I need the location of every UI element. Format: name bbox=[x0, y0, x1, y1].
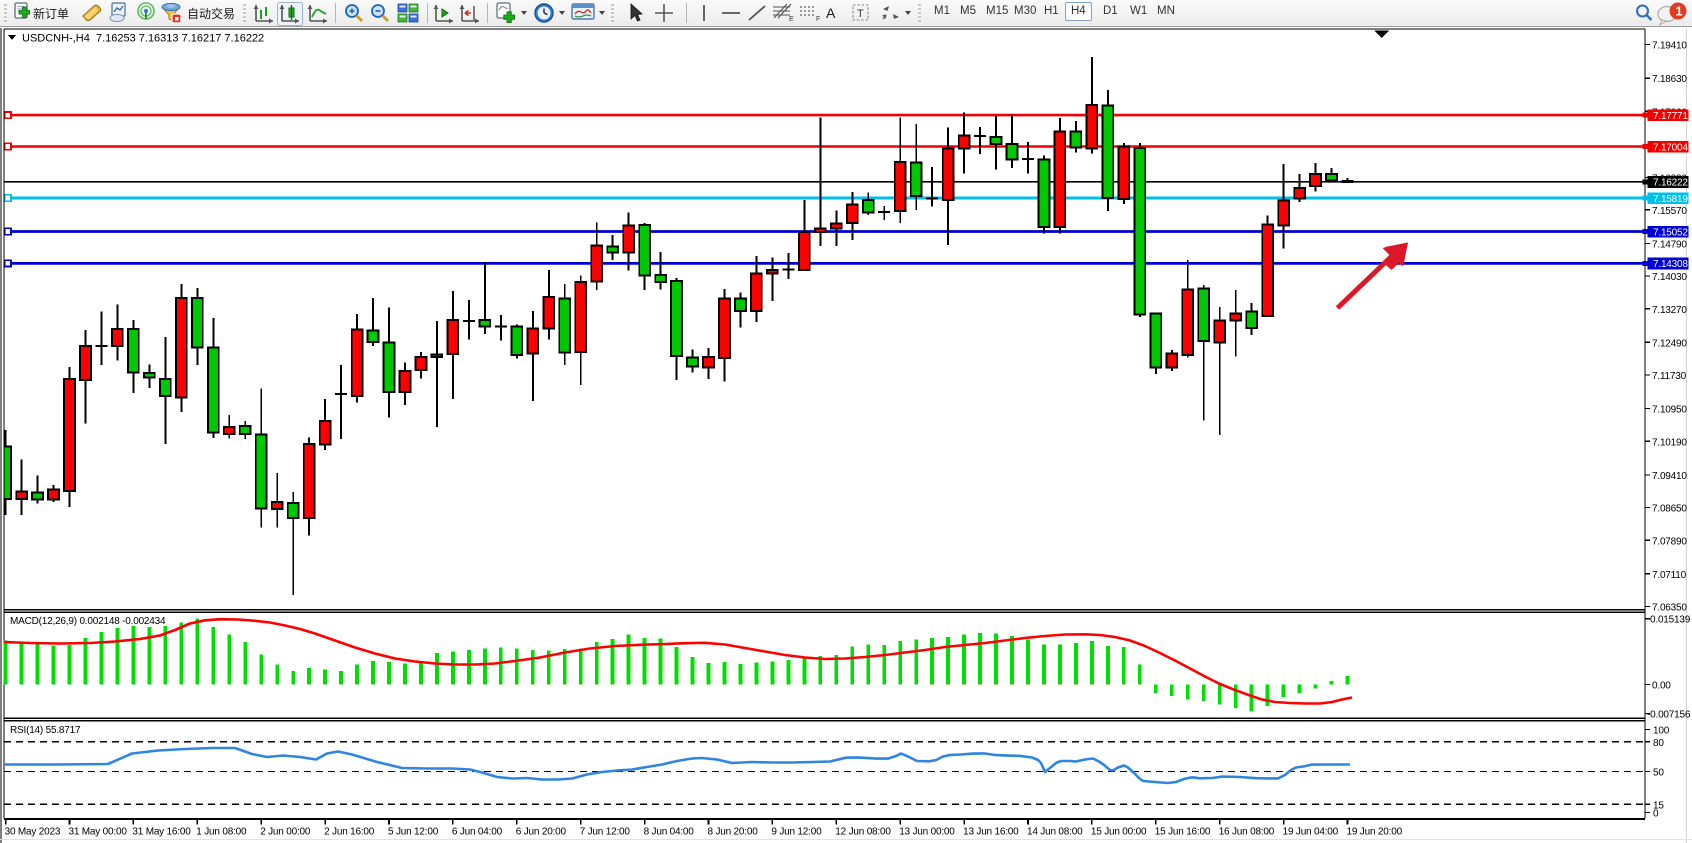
svg-text:7.14030: 7.14030 bbox=[1652, 272, 1687, 283]
svg-text:E: E bbox=[789, 16, 794, 23]
svg-text:T: T bbox=[857, 8, 864, 20]
svg-text:7.17004: 7.17004 bbox=[1653, 142, 1688, 153]
svg-text:8 Jun 20:00: 8 Jun 20:00 bbox=[708, 827, 759, 838]
svg-text:6 Jun 20:00: 6 Jun 20:00 bbox=[516, 827, 567, 838]
svg-text:80: 80 bbox=[1653, 738, 1664, 749]
svg-text:7.17771: 7.17771 bbox=[1653, 111, 1688, 122]
svg-text:16 Jun 08:00: 16 Jun 08:00 bbox=[1219, 827, 1275, 838]
svg-text:50: 50 bbox=[1653, 768, 1664, 779]
svg-text:31 May 00:00: 31 May 00:00 bbox=[69, 827, 128, 838]
svg-text:1 Jun 08:00: 1 Jun 08:00 bbox=[196, 827, 247, 838]
svg-text:7.14790: 7.14790 bbox=[1652, 239, 1687, 250]
svg-text:0.00: 0.00 bbox=[1652, 681, 1671, 692]
svg-text:100: 100 bbox=[1653, 726, 1670, 737]
svg-text:0: 0 bbox=[1653, 809, 1659, 820]
svg-text:14 Jun 08:00: 14 Jun 08:00 bbox=[1027, 827, 1083, 838]
svg-text:7.07110: 7.07110 bbox=[1652, 570, 1687, 581]
svg-text:13 Jun 00:00: 13 Jun 00:00 bbox=[899, 827, 955, 838]
svg-text:6 Jun 04:00: 6 Jun 04:00 bbox=[452, 827, 503, 838]
svg-text:7.15570: 7.15570 bbox=[1652, 206, 1687, 217]
svg-text:7.16222: 7.16222 bbox=[1653, 178, 1688, 189]
svg-text:7.10190: 7.10190 bbox=[1652, 437, 1687, 448]
svg-text:7.19410: 7.19410 bbox=[1652, 41, 1687, 52]
svg-text:7.15052: 7.15052 bbox=[1653, 227, 1688, 238]
svg-text:7.14308: 7.14308 bbox=[1653, 259, 1688, 270]
svg-text:7.18630: 7.18630 bbox=[1652, 74, 1687, 85]
svg-text:7 Jun 12:00: 7 Jun 12:00 bbox=[580, 827, 631, 838]
svg-text:15 Jun 16:00: 15 Jun 16:00 bbox=[1155, 827, 1211, 838]
svg-text:7.13270: 7.13270 bbox=[1652, 305, 1687, 316]
svg-text:19 Jun 20:00: 19 Jun 20:00 bbox=[1347, 827, 1403, 838]
svg-text:1: 1 bbox=[1676, 5, 1683, 19]
svg-text:0.015139: 0.015139 bbox=[1650, 615, 1691, 626]
svg-text:15 Jun 00:00: 15 Jun 00:00 bbox=[1091, 827, 1147, 838]
svg-text:12 Jun 08:00: 12 Jun 08:00 bbox=[835, 827, 891, 838]
svg-text:30 May 2023: 30 May 2023 bbox=[5, 827, 61, 838]
svg-text:13 Jun 16:00: 13 Jun 16:00 bbox=[963, 827, 1019, 838]
svg-text:2 Jun 16:00: 2 Jun 16:00 bbox=[324, 827, 375, 838]
svg-text:7.08650: 7.08650 bbox=[1652, 504, 1687, 515]
svg-text:5 Jun 12:00: 5 Jun 12:00 bbox=[388, 827, 439, 838]
svg-text:USDCNH-,H4 7.16253 7.16313 7.: USDCNH-,H4 7.16253 7.16313 7.16217 7.162… bbox=[22, 33, 264, 45]
svg-text:F: F bbox=[816, 16, 820, 23]
svg-text:-0.007156: -0.007156 bbox=[1647, 709, 1691, 720]
svg-text:15: 15 bbox=[1653, 800, 1664, 811]
svg-text:8 Jun 04:00: 8 Jun 04:00 bbox=[644, 827, 695, 838]
svg-text:7.15819: 7.15819 bbox=[1653, 194, 1688, 205]
svg-text:RSI(14) 55.8717: RSI(14) 55.8717 bbox=[10, 725, 81, 736]
svg-text:31 May 16:00: 31 May 16:00 bbox=[132, 827, 191, 838]
svg-text:19 Jun 04:00: 19 Jun 04:00 bbox=[1283, 827, 1339, 838]
svg-text:7.11730: 7.11730 bbox=[1652, 371, 1687, 382]
svg-text:MACD(12,26,9) 0.002148 -0.0024: MACD(12,26,9) 0.002148 -0.002434 bbox=[10, 616, 166, 627]
svg-text:7.12490: 7.12490 bbox=[1652, 338, 1687, 349]
svg-text:7.07890: 7.07890 bbox=[1652, 536, 1687, 547]
svg-text:2 Jun 00:00: 2 Jun 00:00 bbox=[260, 827, 311, 838]
svg-text:7.06350: 7.06350 bbox=[1652, 603, 1687, 614]
svg-text:7.10950: 7.10950 bbox=[1652, 405, 1687, 416]
svg-text:9 Jun 12:00: 9 Jun 12:00 bbox=[771, 827, 822, 838]
svg-text:7.09410: 7.09410 bbox=[1652, 471, 1687, 482]
